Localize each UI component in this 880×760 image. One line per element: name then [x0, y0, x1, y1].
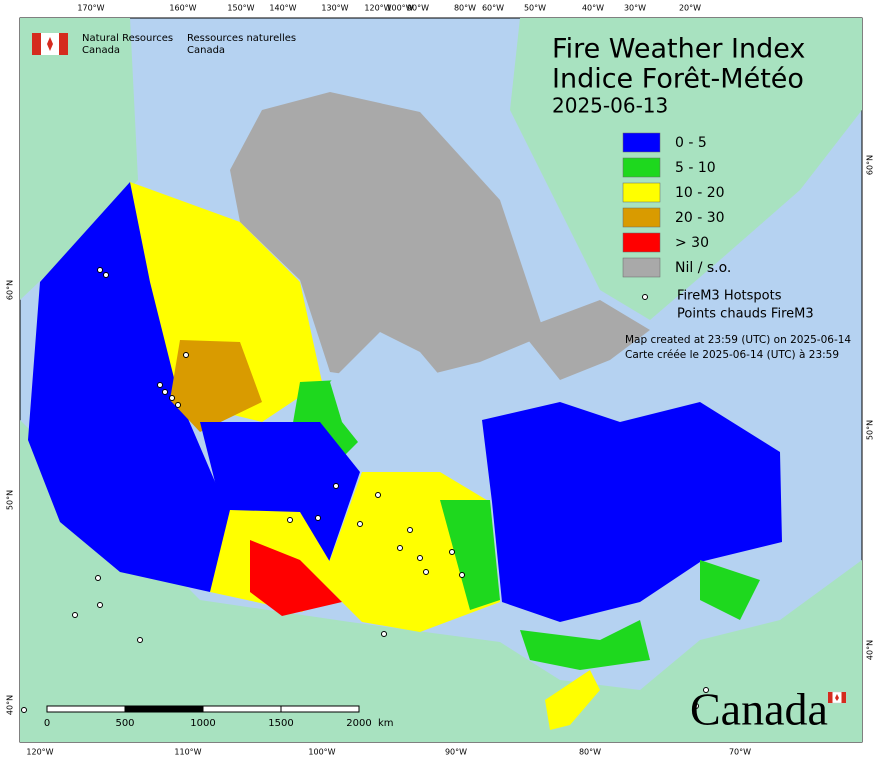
graticule-label: 80°W	[454, 4, 476, 13]
scale-label: 2000	[346, 718, 371, 729]
graticule-label: 90°W	[445, 748, 467, 757]
legend-swatch	[622, 207, 661, 228]
graticule-label: 80°W	[579, 748, 601, 757]
graticule-label: 20°W	[679, 4, 701, 13]
scale-unit: km	[378, 718, 394, 729]
wordmark: Canada	[690, 684, 828, 735]
legend-swatch	[622, 232, 661, 253]
note: Carte créée le 2025-06-14 (UTC) à 23:59	[625, 349, 839, 361]
graticule-label: 120°W	[364, 4, 391, 13]
legend-swatch	[622, 257, 661, 278]
nrcan-flag	[32, 33, 68, 55]
graticule-label: 30°W	[624, 4, 646, 13]
graticule-label: 40°W	[582, 4, 604, 13]
hotspot-label: Points chauds FireM3	[677, 307, 814, 322]
graticule-label: 60°N	[6, 280, 15, 300]
scale-label: 1000	[190, 718, 215, 729]
graticule-label: 100°W	[386, 4, 413, 13]
graticule-label: 50°W	[524, 4, 546, 13]
title: Fire Weather Index	[552, 34, 805, 65]
graticule-label: 40°N	[866, 640, 875, 660]
graticule-label: 100°W	[308, 748, 335, 757]
graticule-label: 110°W	[174, 748, 201, 757]
graticule-label: 70°W	[729, 748, 751, 757]
legend-label: Nil / s.o.	[675, 260, 731, 276]
legend-swatch	[622, 132, 661, 153]
legend-label: 10 - 20	[675, 185, 725, 201]
scale-label: 500	[115, 718, 134, 729]
note: Map created at 23:59 (UTC) on 2025-06-14	[625, 334, 851, 346]
graticule-label: 50°N	[6, 490, 15, 510]
graticule-label: 170°W	[77, 4, 104, 13]
graticule-label: 60°N	[866, 155, 875, 175]
graticule-label: 90°W	[407, 4, 429, 13]
graticule-label: 120°W	[26, 748, 53, 757]
scale-label: 0	[44, 718, 50, 729]
graticule-label: 50°N	[866, 420, 875, 440]
legend-label: > 30	[675, 235, 709, 251]
legend-hotspot	[642, 294, 648, 300]
scale-bar	[46, 705, 360, 713]
graticule-label: 150°W	[227, 4, 254, 13]
wordmark-flag	[827, 691, 847, 704]
agency-en: Canada	[82, 45, 120, 56]
legend-label: 5 - 10	[675, 160, 716, 176]
legend-label: 20 - 30	[675, 210, 725, 226]
agency-en: Natural Resources	[82, 33, 173, 44]
graticule-label: 40°N	[6, 695, 15, 715]
legend-label: 0 - 5	[675, 135, 707, 151]
legend-swatch	[622, 182, 661, 203]
title: Indice Forêt-Météo	[552, 64, 804, 95]
land	[20, 18, 862, 742]
graticule-label: 140°W	[269, 4, 296, 13]
scale-label: 1500	[268, 718, 293, 729]
agency-fr: Canada	[187, 45, 225, 56]
hotspot-points	[21, 267, 709, 713]
hotspot-label: FireM3 Hotspots	[677, 289, 782, 304]
legend-swatch	[622, 157, 661, 178]
graticule-label: 130°W	[321, 4, 348, 13]
graticule-label: 160°W	[169, 4, 196, 13]
date: 2025-06-13	[552, 94, 668, 118]
graticule-label: 60°W	[482, 4, 504, 13]
agency-fr: Ressources naturelles	[187, 33, 296, 44]
